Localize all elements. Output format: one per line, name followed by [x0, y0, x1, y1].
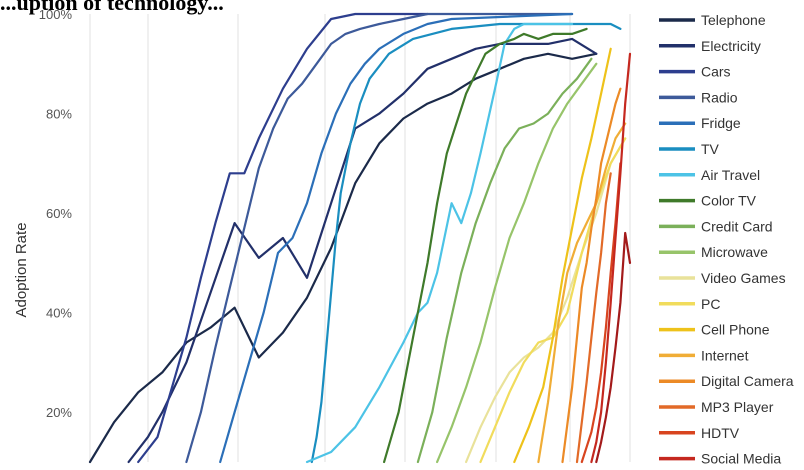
- series-line-fridge: [219, 12, 574, 464]
- series-line-tv: [310, 22, 622, 464]
- y-tick-label: 80%: [46, 107, 72, 122]
- series-line-digital-camera: [561, 87, 622, 464]
- series-line-hdtv: [580, 162, 622, 464]
- legend-label: Air Travel: [701, 167, 760, 183]
- y-tick-label: 100%: [39, 7, 73, 22]
- grid-lines: [89, 14, 631, 462]
- series-line-credit-card: [416, 57, 593, 464]
- y-tick-labels: 20% 40% 60% 80% 100%: [39, 7, 73, 420]
- legend-label: Digital Camera: [701, 373, 794, 389]
- legend-label: Cell Phone: [701, 322, 770, 338]
- legend-label: Credit Card: [701, 218, 773, 234]
- legend-label: Cars: [701, 64, 731, 80]
- series-line-cell-phone: [513, 47, 612, 464]
- series-line-color-tv: [383, 27, 588, 464]
- series-line-air-travel: [305, 22, 574, 464]
- legend-label: Telephone: [701, 12, 766, 28]
- series-line-social-media: [590, 52, 632, 464]
- series-line-radio: [185, 12, 574, 464]
- legend-label: Microwave: [701, 244, 768, 260]
- series-line-electricity: [127, 37, 598, 464]
- legend-label: MP3 Player: [701, 399, 774, 415]
- legend-label: Radio: [701, 89, 738, 105]
- legend-label: Color TV: [701, 193, 757, 209]
- legend-label: Electricity: [701, 38, 761, 54]
- legend-label: Social Media: [701, 451, 781, 467]
- series-line-mp3-player: [575, 172, 612, 464]
- series-line-microwave: [436, 62, 598, 464]
- series-line-unlabeled-18: [595, 231, 632, 464]
- series-line-internet: [537, 122, 627, 464]
- y-axis-label: Adoption Rate: [13, 222, 30, 317]
- legend-label: Internet: [701, 347, 749, 363]
- legend-label: TV: [701, 141, 720, 157]
- y-tick-label: 40%: [46, 306, 72, 321]
- legend-label: HDTV: [701, 425, 740, 441]
- legend-label: Fridge: [701, 115, 741, 131]
- series-lines: [88, 12, 632, 464]
- y-tick-label: 60%: [46, 206, 72, 221]
- chart-title-fragment: ...uption of technology...: [0, 0, 224, 15]
- legend-label: Video Games: [701, 270, 786, 286]
- legend: Telephone Electricity Cars Radio Fridge TV Air…: [659, 12, 794, 467]
- series-line-telephone: [88, 52, 598, 464]
- y-tick-label: 20%: [46, 405, 72, 420]
- legend-label: PC: [701, 296, 720, 312]
- series-line-cars: [137, 12, 429, 464]
